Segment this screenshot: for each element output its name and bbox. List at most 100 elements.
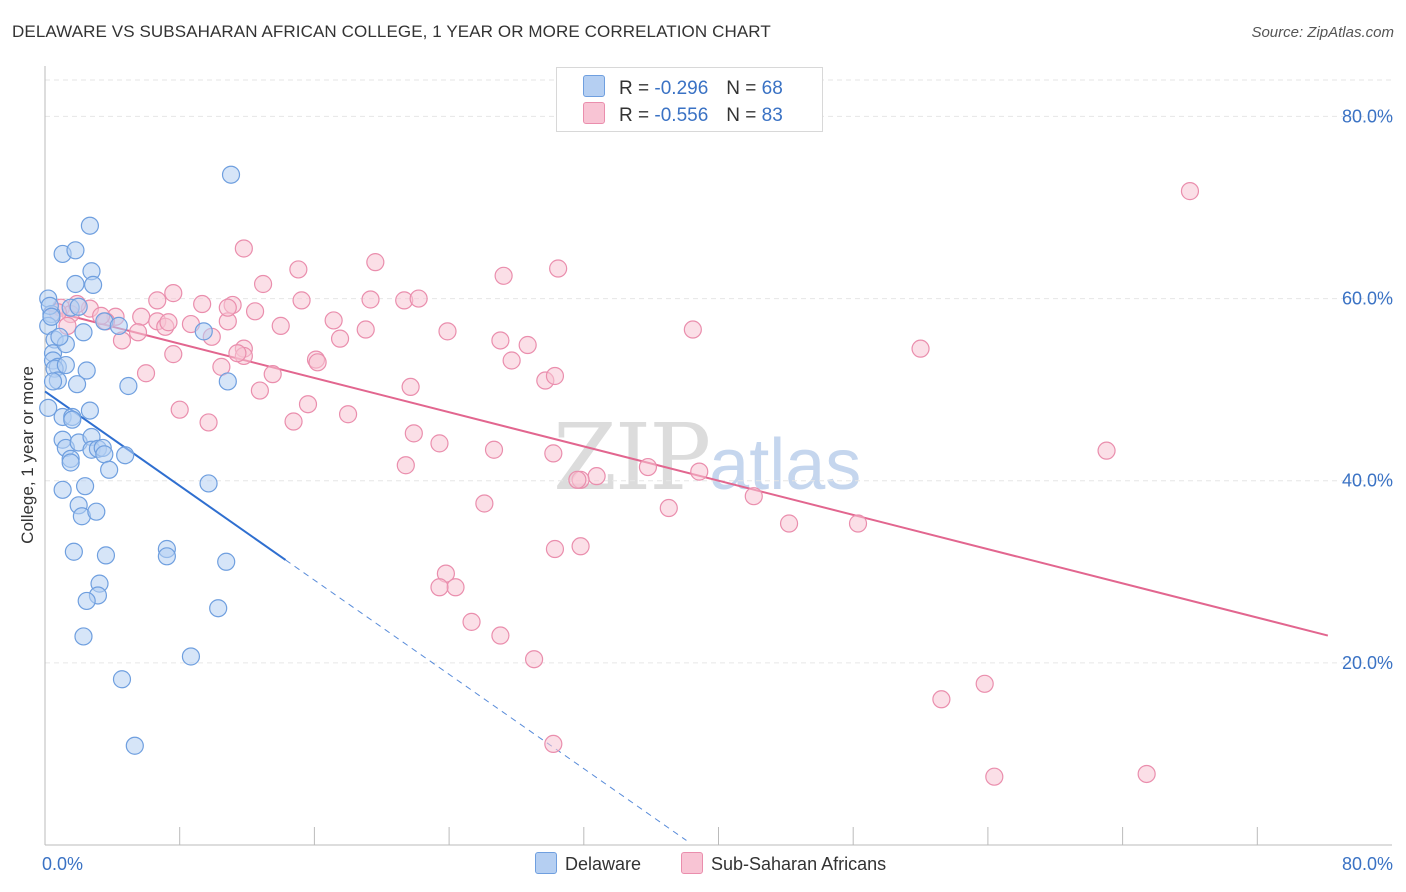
subsaharan-point (128, 323, 148, 342)
subsaharan-point (491, 626, 510, 645)
subsaharan-point (409, 289, 428, 308)
bottom-legend-subsaharan[interactable]: Sub-Saharan Africans (681, 852, 886, 875)
delaware-point (80, 216, 100, 235)
delaware-swatch (583, 75, 605, 97)
subsaharan-point (292, 291, 311, 310)
legend-r-label: R = (619, 78, 650, 99)
delaware-point (67, 375, 87, 394)
subsaharan-point (396, 456, 415, 475)
delaware-n-value: 68 (761, 78, 783, 99)
delaware-point (100, 460, 119, 479)
delaware-point (42, 307, 61, 326)
subsaharan-point (545, 366, 565, 386)
subsaharan-point (494, 266, 513, 285)
delaware-point (194, 322, 213, 341)
subsaharan-point (491, 331, 510, 350)
grid-lines (45, 79, 1392, 664)
subsaharan-point (587, 467, 606, 486)
subsaharan-point (148, 291, 167, 310)
subsaharan-point (1097, 441, 1116, 460)
watermark-zip: ZIP (553, 404, 711, 511)
correlation-legend: R = -0.296 N = 68 R = -0.556 N = 83 (556, 67, 823, 132)
bottom-legend-delaware[interactable]: Delaware (535, 852, 641, 875)
subsaharan-point (404, 424, 423, 443)
delaware-point (50, 327, 69, 346)
subsaharan-point (170, 400, 189, 419)
delaware-point (217, 552, 236, 571)
subsaharan-point (446, 578, 465, 597)
subsaharan-point (234, 239, 253, 258)
delaware-point (95, 445, 114, 464)
subsaharan-point (568, 470, 587, 489)
y-tick-label: 80.0% (1342, 106, 1393, 126)
subsaharan-point (366, 253, 385, 272)
watermark-atlas: atlas (709, 425, 862, 505)
delaware-points (39, 165, 241, 755)
delaware-point (56, 355, 75, 375)
subsaharan-point (132, 307, 151, 326)
subsaharan-point (985, 767, 1004, 786)
subsaharan-r-value: -0.556 (654, 105, 709, 126)
subsaharan-point (199, 413, 218, 432)
subsaharan-point (330, 329, 350, 348)
subsaharan-point (263, 365, 282, 384)
subsaharan-point (218, 298, 237, 317)
delaware-point (125, 736, 144, 755)
delaware-point (66, 274, 85, 294)
subsaharan-point (298, 395, 318, 414)
delaware-point (39, 398, 58, 417)
subsaharan-points (48, 182, 1200, 786)
delaware-point (112, 670, 132, 689)
delaware-point (75, 477, 95, 496)
delaware-point (157, 547, 176, 566)
subsaharan-swatch (583, 102, 605, 124)
delaware-point (209, 599, 228, 618)
subsaharan-point (484, 440, 504, 459)
subsaharan-point (164, 284, 183, 303)
y-tick-label: 60.0% (1342, 289, 1393, 309)
subsaharan-point (136, 364, 156, 383)
subsaharan-point (271, 316, 290, 335)
subsaharan-point (911, 339, 930, 358)
delaware-point (61, 453, 80, 472)
subsaharan-point (164, 345, 183, 364)
source-label: Source: ZipAtlas.com (1251, 24, 1394, 41)
subsaharan-point (289, 260, 308, 279)
subsaharan-point (361, 290, 380, 309)
legend-row-delaware: R = -0.296 N = 68 (583, 75, 783, 101)
subsaharan-point (193, 294, 212, 314)
subsaharan-point (475, 494, 494, 513)
axes (44, 66, 1392, 846)
subsaharan-point (401, 377, 420, 397)
subsaharan-point (544, 444, 563, 463)
subsaharan-point (462, 612, 481, 631)
delaware-trend-extension (285, 559, 687, 841)
delaware-r-value: -0.296 (654, 78, 709, 99)
subsaharan-point (253, 274, 273, 294)
delaware-point (43, 372, 63, 391)
subsaharan-point (549, 259, 568, 278)
delaware-point (96, 546, 116, 565)
subsaharan-point (324, 311, 343, 330)
legend-r-label: R = (619, 105, 650, 126)
delaware-point (181, 647, 201, 666)
delaware-point (77, 591, 96, 611)
subsaharan-point (544, 734, 563, 754)
subsaharan-point (683, 320, 702, 339)
y-tick-label: 40.0% (1342, 471, 1393, 491)
subsaharan-point (502, 351, 521, 370)
delaware-point (87, 502, 106, 521)
subsaharan-point (690, 462, 709, 481)
delaware-point (63, 410, 82, 429)
subsaharan-point (545, 539, 565, 559)
subsaharan-point (284, 412, 303, 431)
subsaharan-point (848, 514, 868, 533)
y-axis-label: College, 1 year or more (18, 366, 37, 544)
delaware-point (109, 316, 128, 335)
trend-lines (44, 308, 1329, 841)
subsaharan-point (779, 514, 799, 533)
subsaharan-legend-label: Sub-Saharan Africans (711, 854, 887, 874)
delaware-point (119, 376, 138, 396)
subsaharan-point (744, 487, 763, 506)
